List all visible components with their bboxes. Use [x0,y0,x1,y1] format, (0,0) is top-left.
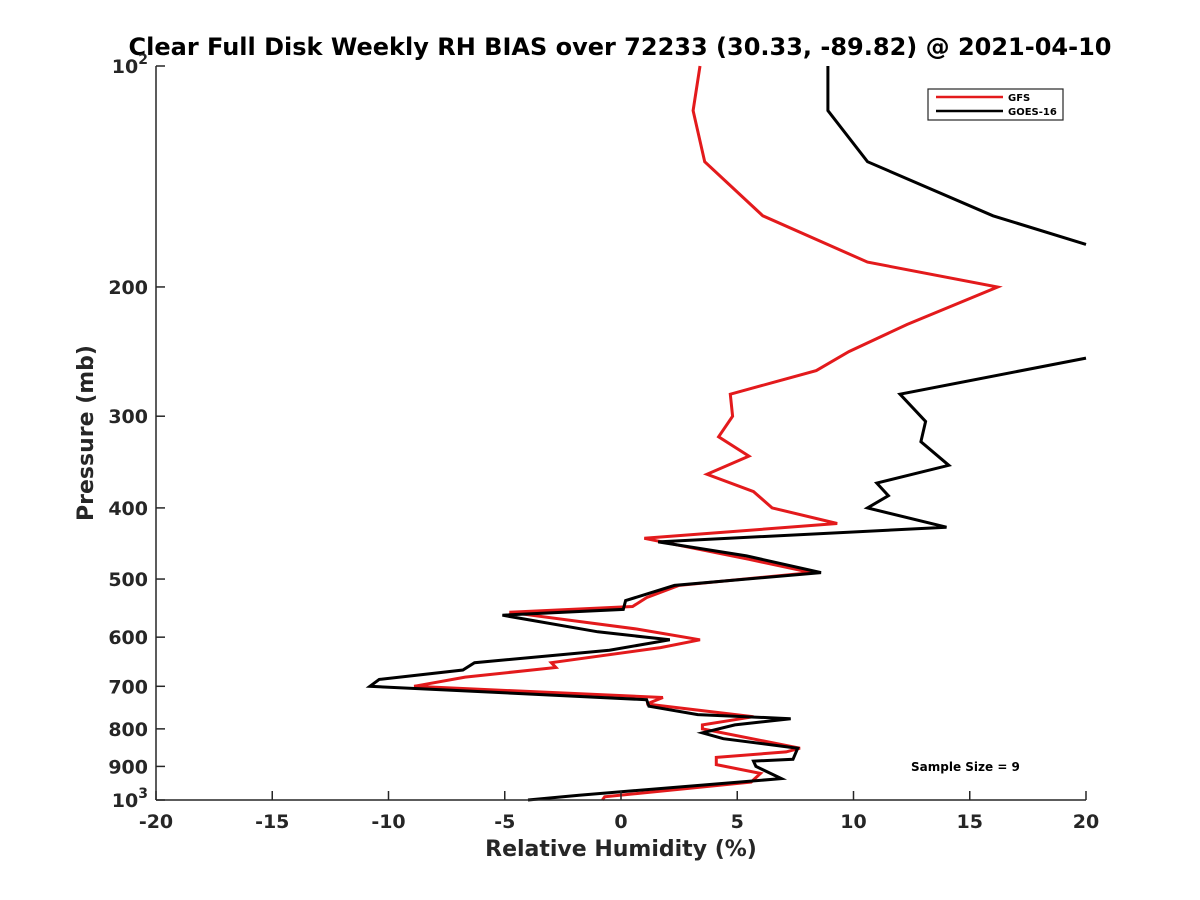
x-tick-label: -5 [494,811,515,833]
x-axis-label: Relative Humidity (%) [485,837,757,862]
y-tick-label: 600 [108,627,148,649]
y-tick-label: 200 [108,277,148,299]
plot-area [156,66,1086,800]
x-tick-label: -20 [139,811,173,833]
x-tick-label: 20 [1073,811,1099,833]
y-tick-label: 800 [108,719,148,741]
y-tick-label: 103 [112,786,148,812]
legend-label-gfs: GFS [1008,93,1030,104]
x-tick-label: -15 [255,811,289,833]
x-ticks: -20 -15 -10 -5 0 5 10 15 20 [139,791,1099,833]
series-line-goes16-1 [365,356,1087,802]
series-line-goes16-0 [826,66,1087,246]
y-tick-label: 900 [108,756,148,778]
y-axis-label: Pressure (mb) [74,345,99,521]
legend-box [927,88,1064,121]
legend: GFS GOES-16 [927,88,1064,121]
x-tick-label: 15 [957,811,983,833]
y-ticks: 102 200 300 400 500 600 700 800 900 103 [108,52,165,812]
chart-title: Clear Full Disk Weekly RH BIAS over 7223… [129,33,1112,61]
x-tick-label: 5 [731,811,744,833]
y-tick-label: 300 [108,406,148,428]
x-tick-label: -10 [371,811,405,833]
y-tick-label: 102 [112,52,148,78]
legend-label-goes16: GOES-16 [1008,107,1057,118]
x-tick-label: 10 [840,811,866,833]
series-layer [365,65,1087,802]
y-tick-label: 700 [108,676,148,698]
y-tick-label: 500 [108,569,148,591]
sample-size-annotation: Sample Size = 9 [911,760,1020,774]
x-tick-label: 0 [614,811,627,833]
y-tick-label: 400 [108,498,148,520]
